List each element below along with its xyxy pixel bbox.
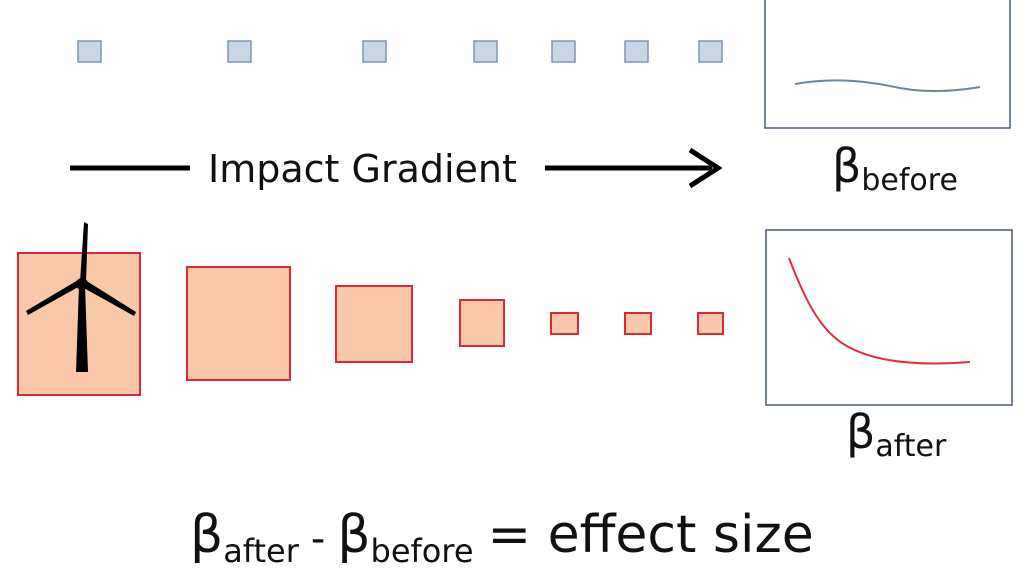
site-before [473, 40, 498, 63]
site-before [362, 40, 387, 63]
site-after [624, 312, 652, 335]
subscript: after [875, 429, 947, 464]
before-row [77, 40, 723, 63]
site-before [624, 40, 649, 63]
equation: βafter - βbefore = effect size [190, 505, 814, 569]
equation-rest: = effect size [488, 505, 814, 565]
before-panel [764, 0, 1011, 129]
after-curve [788, 257, 971, 365]
after-row [17, 252, 724, 396]
before-label: βbefore [832, 139, 958, 198]
site-after [335, 285, 413, 363]
turbine-blade [26, 280, 80, 315]
subscript: after [223, 532, 300, 569]
symbol: β [832, 139, 861, 193]
arrow-label: Impact Gradient [208, 147, 517, 191]
site-after [459, 299, 505, 347]
site-before [227, 40, 252, 63]
turbine-blade [82, 280, 136, 316]
turbine-blade [80, 222, 88, 282]
subscript: before [861, 163, 958, 198]
operator: - [311, 516, 325, 562]
site-after [550, 312, 579, 335]
site-after [186, 266, 291, 381]
arrow-head [688, 147, 723, 189]
after-panel [765, 229, 1013, 406]
site-after [697, 312, 724, 335]
subscript: before [371, 532, 474, 569]
after-label: βafter [846, 405, 947, 464]
site-before [551, 40, 576, 63]
turbine-tower [76, 285, 88, 372]
before-curve [794, 79, 981, 92]
site-before [77, 40, 102, 63]
site-before [698, 40, 723, 63]
symbol: β [846, 405, 875, 459]
turbine-hub [76, 278, 88, 290]
wind-turbine [26, 222, 136, 372]
symbol: β [337, 505, 370, 565]
symbol: β [190, 505, 223, 565]
